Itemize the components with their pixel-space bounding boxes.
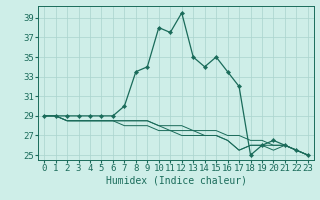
X-axis label: Humidex (Indice chaleur): Humidex (Indice chaleur) [106,176,246,186]
